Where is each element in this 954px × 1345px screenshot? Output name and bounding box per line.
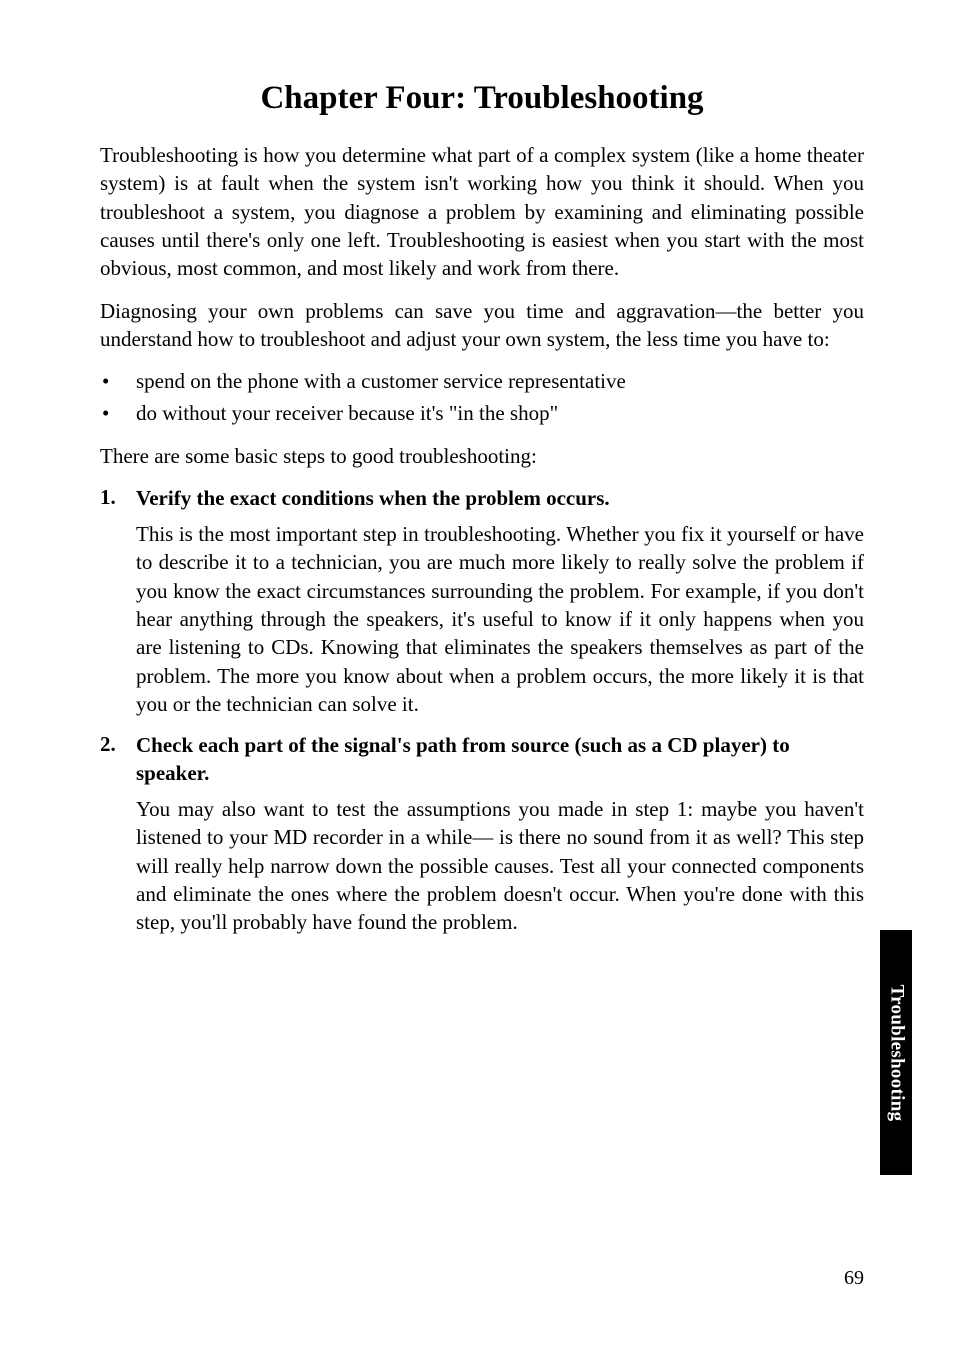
step-title: Check each part of the signal's path fro… [136, 732, 864, 787]
side-tab-label: Troubleshooting [885, 984, 907, 1121]
side-tab: Troubleshooting [880, 930, 912, 1175]
bullet-list: spend on the phone with a customer servi… [100, 367, 864, 428]
step-number: 2. [100, 732, 136, 787]
page-number: 69 [844, 1267, 864, 1290]
bullet-item: spend on the phone with a customer servi… [100, 367, 864, 396]
chapter-title: Chapter Four: Troubleshooting [100, 80, 864, 117]
bullet-item: do without your receiver because it's "i… [100, 399, 864, 428]
intro-paragraph-1: Troubleshooting is how you determine wha… [100, 141, 864, 283]
step-number: 1. [100, 485, 136, 512]
step-2-body: You may also want to test the assumption… [136, 795, 864, 937]
step-2-heading: 2. Check each part of the signal's path … [100, 732, 864, 787]
intro-paragraph-2: Diagnosing your own problems can save yo… [100, 297, 864, 354]
step-1-heading: 1. Verify the exact conditions when the … [100, 485, 864, 512]
step-1-body: This is the most important step in troub… [136, 520, 864, 718]
step-title: Verify the exact conditions when the pro… [136, 485, 610, 512]
intro-paragraph-3: There are some basic steps to good troub… [100, 442, 864, 470]
